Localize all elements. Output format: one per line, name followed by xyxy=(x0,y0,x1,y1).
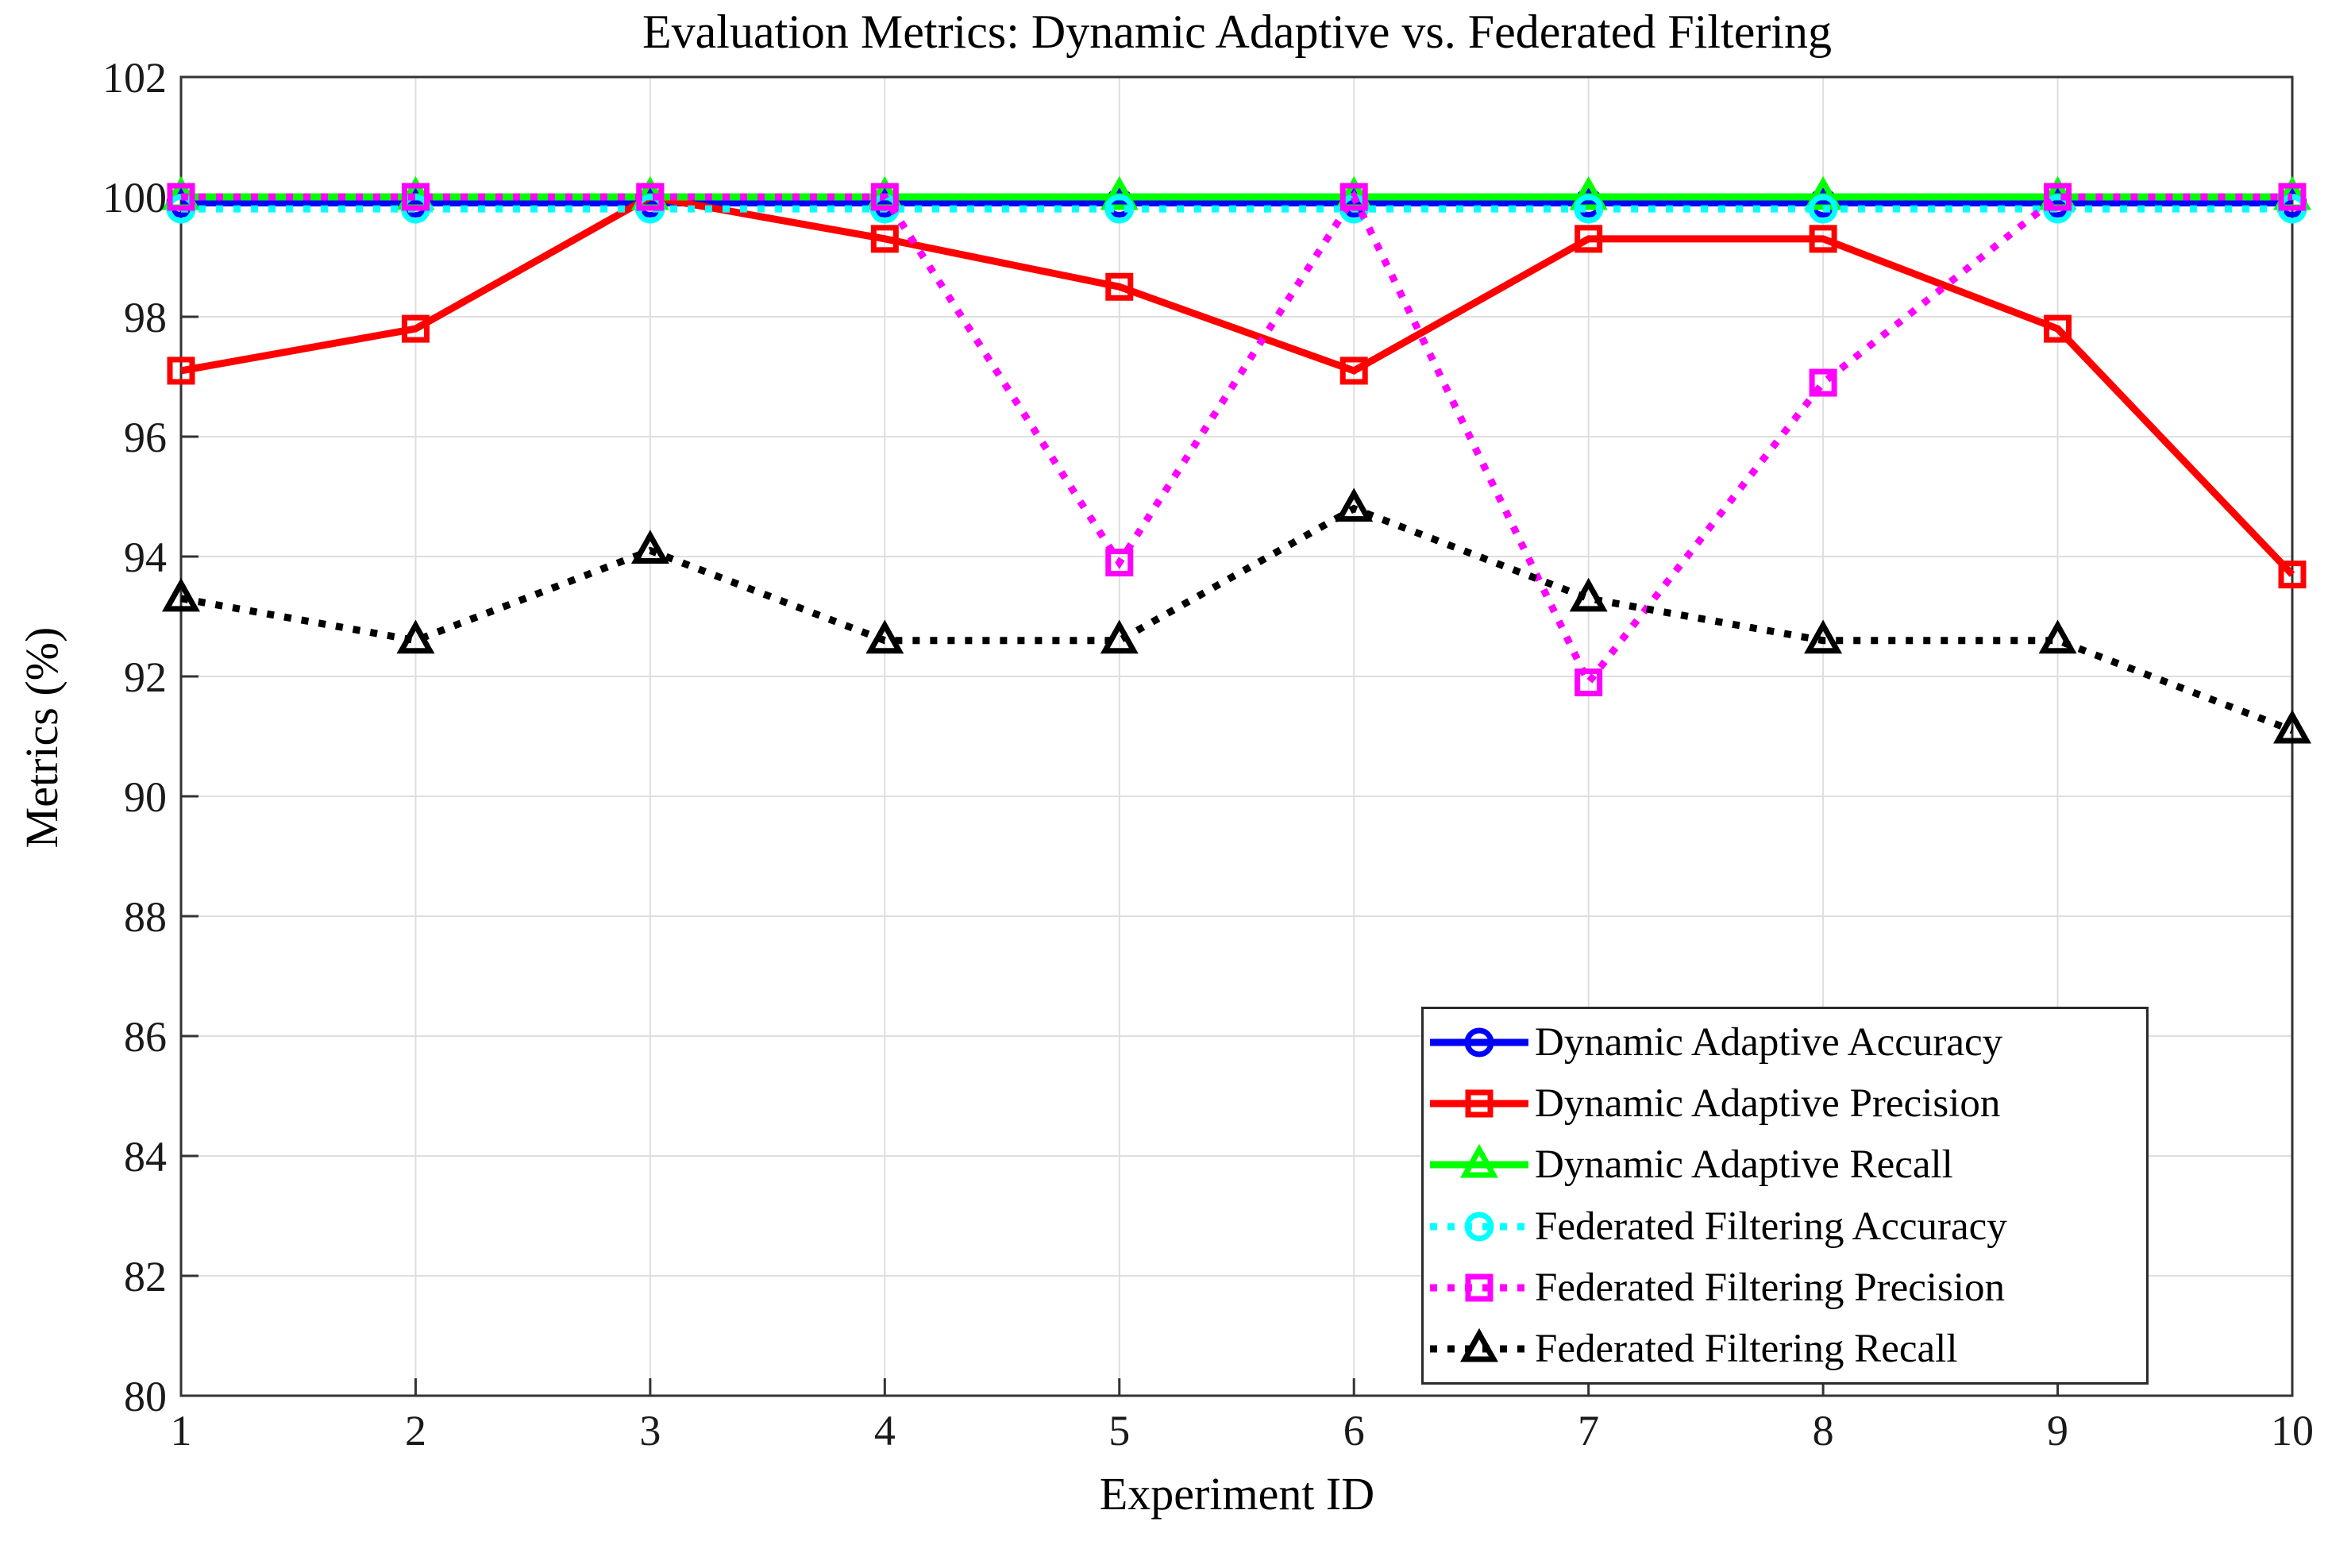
triangle-marker xyxy=(1460,1327,1498,1362)
y-tick-label: 80 xyxy=(124,1373,167,1420)
series-line xyxy=(180,193,2295,577)
square-marker xyxy=(870,183,899,211)
y-tick-label: 100 xyxy=(102,174,167,222)
y-tick-label: 92 xyxy=(124,653,167,701)
square-marker xyxy=(1105,549,1134,577)
y-tick-label: 84 xyxy=(124,1133,167,1181)
square-marker xyxy=(167,183,195,211)
x-tick-label: 7 xyxy=(1578,1407,1599,1454)
x-tick-label: 5 xyxy=(1108,1407,1130,1454)
legend-label: Federated Filtering Recall xyxy=(1535,1326,1958,1371)
legend-item-dynamic-adaptive-accuracy: Dynamic Adaptive Accuracy xyxy=(1428,1013,2141,1072)
triangle-marker xyxy=(162,577,200,612)
y-tick-label: 88 xyxy=(124,893,167,941)
triangle-marker xyxy=(2038,619,2077,654)
square-marker xyxy=(1105,272,1134,301)
legend-label: Federated Filtering Accuracy xyxy=(1535,1204,2007,1249)
legend-item-dynamic-adaptive-recall: Dynamic Adaptive Recall xyxy=(1428,1135,2141,1194)
y-tick-label: 102 xyxy=(102,54,167,102)
series-dynamic-adaptive-precision xyxy=(167,183,2307,589)
series-line xyxy=(180,504,2294,734)
x-tick-label: 9 xyxy=(2047,1407,2068,1454)
x-tick-label: 6 xyxy=(1343,1407,1365,1454)
plot-border xyxy=(179,75,2294,1397)
circle-marker xyxy=(1574,194,1604,224)
triangle-marker xyxy=(1804,619,1843,654)
y-tick-label: 86 xyxy=(124,1013,167,1061)
y-tick-label: 90 xyxy=(124,773,167,821)
square-marker xyxy=(1339,183,1368,211)
legend-label: Dynamic Adaptive Recall xyxy=(1535,1142,1953,1188)
triangle-marker xyxy=(1335,487,1374,522)
x-tick-label: 10 xyxy=(2271,1407,2314,1454)
y-tick-label: 94 xyxy=(124,534,167,581)
legend-sample-dotted-square xyxy=(1430,1273,1528,1302)
square-marker xyxy=(870,225,899,253)
circle-marker xyxy=(1464,1027,1494,1058)
x-tick-label: 8 xyxy=(1813,1407,1834,1454)
square-marker xyxy=(401,314,430,343)
square-marker xyxy=(1574,668,1603,697)
square-marker xyxy=(2044,183,2072,211)
square-marker xyxy=(1465,1089,1494,1118)
legend-label: Federated Filtering Precision xyxy=(1535,1265,2006,1310)
square-marker xyxy=(1465,1273,1494,1302)
legend-sample-dotted-circle xyxy=(1430,1212,1528,1242)
triangle-marker xyxy=(1100,619,1139,654)
legend-label: Dynamic Adaptive Precision xyxy=(1535,1081,2001,1127)
triangle-marker xyxy=(630,530,669,564)
y-axis-label: Metrics (%) xyxy=(16,626,67,849)
x-tick-label: 4 xyxy=(874,1407,896,1454)
y-tick-label: 96 xyxy=(124,414,167,461)
triangle-marker xyxy=(1569,175,1608,210)
x-tick-label: 2 xyxy=(405,1407,426,1454)
circle-marker xyxy=(1104,194,1135,224)
legend-item-federated-filtering-recall: Federated Filtering Recall xyxy=(1428,1320,2141,1378)
x-tick-label: 3 xyxy=(639,1407,661,1454)
triangle-marker xyxy=(1460,1144,1498,1178)
legend-sample-solid-square xyxy=(1430,1089,1528,1118)
x-tick-label: 1 xyxy=(171,1407,192,1454)
circle-marker xyxy=(1808,194,1838,224)
y-tick-label: 98 xyxy=(124,294,167,341)
square-marker xyxy=(167,356,195,385)
axes-box: 1 2 3 4 5 6 7 8 9 10 80 82 84 86 88 90 92 94 96 98 100 102 xyxy=(102,54,2314,1454)
legend-item-federated-filtering-accuracy: Federated Filtering Accuracy xyxy=(1428,1197,2141,1256)
legend-label: Dynamic Adaptive Accuracy xyxy=(1535,1020,2003,1065)
square-marker xyxy=(1809,225,1837,253)
square-marker xyxy=(636,183,665,211)
y-tick-label: 82 xyxy=(124,1253,167,1300)
square-marker xyxy=(2044,314,2072,343)
triangle-marker xyxy=(396,619,435,654)
triangle-marker xyxy=(2273,709,2311,744)
square-marker xyxy=(1809,368,1837,397)
series-line xyxy=(181,189,2292,690)
series-federated-filtering-precision xyxy=(167,183,2307,697)
square-marker xyxy=(2278,183,2307,211)
legend: Dynamic Adaptive Accuracy Dynamic Adaptiv… xyxy=(1421,1007,2149,1385)
square-marker xyxy=(1339,356,1368,385)
legend-sample-solid-triangle xyxy=(1430,1144,1528,1178)
legend-sample-solid-circle xyxy=(1430,1027,1528,1058)
chart-title: Evaluation Metrics: Dynamic Adaptive vs.… xyxy=(642,6,1832,58)
legend-sample-dotted-triangle xyxy=(1430,1327,1528,1362)
legend-item-dynamic-adaptive-precision: Dynamic Adaptive Precision xyxy=(1428,1074,2141,1133)
square-marker xyxy=(2278,561,2307,589)
legend-item-federated-filtering-precision: Federated Filtering Precision xyxy=(1428,1258,2141,1317)
triangle-marker xyxy=(865,619,904,654)
triangle-marker xyxy=(1569,577,1608,612)
triangle-marker xyxy=(1100,175,1139,210)
x-axis-label: Experiment ID xyxy=(1099,1468,1375,1520)
square-marker xyxy=(1574,225,1603,253)
square-marker xyxy=(401,183,430,211)
series-federated-filtering-recall xyxy=(162,487,2311,744)
circle-marker xyxy=(1464,1212,1494,1242)
